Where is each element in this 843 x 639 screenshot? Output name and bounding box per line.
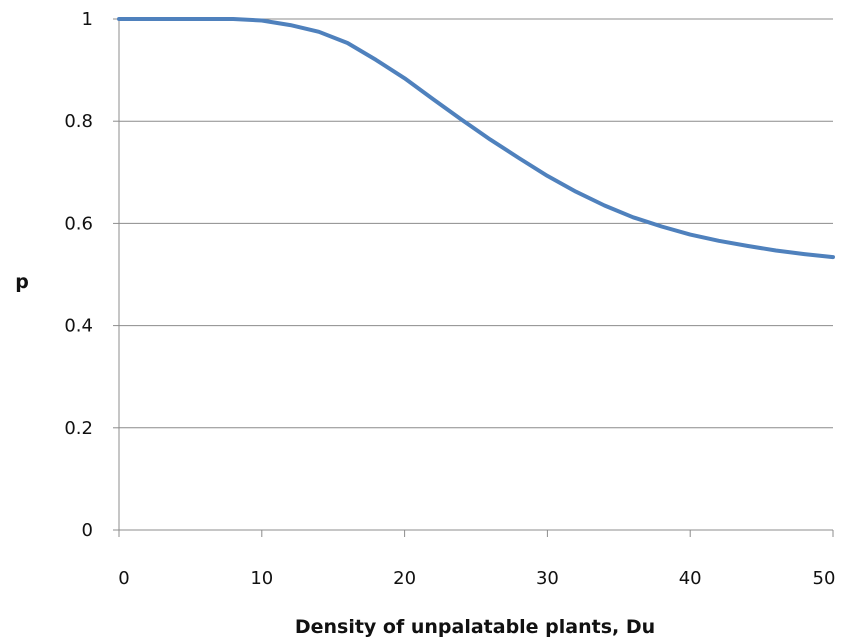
y-tick-label: 0.8: [64, 111, 93, 132]
y-axis-title: p: [15, 271, 29, 293]
y-tick-label: 0.2: [64, 418, 93, 439]
series: [117, 17, 835, 260]
x-tick-label: 20: [393, 568, 416, 589]
x-tick-label: 0: [118, 568, 129, 589]
x-axis-title: Density of unpalatable plants, Du: [295, 616, 655, 638]
y-tick-label: 0: [82, 520, 93, 541]
grid-lines: [119, 18, 833, 429]
x-tick-label: 30: [536, 568, 559, 589]
y-tick-label: 1: [82, 9, 93, 30]
y-tick-label: 0.4: [64, 316, 93, 337]
tick-labels: 00.20.40.60.810 10 20 30 40 50: [64, 9, 835, 589]
x-tick-label: 50: [813, 568, 836, 589]
axes: [113, 18, 834, 537]
x-tick-label: 40: [679, 568, 702, 589]
y-tick-label: 0.6: [64, 213, 93, 234]
x-tick-label: 10: [250, 568, 273, 589]
series-line: [117, 17, 835, 260]
